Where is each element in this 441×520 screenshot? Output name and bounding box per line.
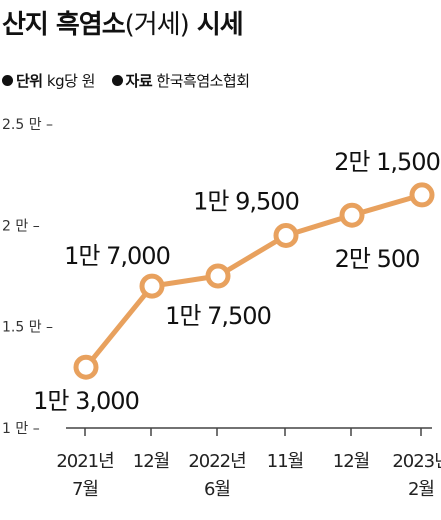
series-line bbox=[83, 192, 425, 370]
bullet-icon bbox=[111, 75, 123, 86]
data-label: 1만 7,500 bbox=[165, 302, 271, 330]
y-tick-label: 2 만 – bbox=[2, 218, 40, 234]
data-point bbox=[205, 263, 231, 289]
chart-meta: 단위 kg당 원 자료 한국흑염소협회 bbox=[2, 70, 250, 91]
data-point bbox=[273, 222, 299, 248]
y-tick-label: 1.5 만 – bbox=[2, 320, 53, 336]
data-point bbox=[339, 202, 365, 228]
data-label: 2만 1,500 bbox=[334, 148, 440, 176]
data-label: 2만 500 bbox=[335, 245, 420, 273]
data-label: 1만 7,000 bbox=[64, 242, 170, 270]
x-tick-label: 2023년 bbox=[392, 451, 441, 472]
x-tick-label: 12월 bbox=[133, 451, 169, 472]
chart-title: 산지 흑염소(거세) 시세 bbox=[2, 4, 244, 41]
y-tick-label: 1 만 – bbox=[2, 421, 40, 437]
source-label: 자료 bbox=[125, 72, 153, 90]
data-label: 1만 9,500 bbox=[193, 187, 299, 215]
x-tick-label: 2월 bbox=[408, 479, 434, 500]
source-value: 한국흑염소협회 bbox=[156, 72, 250, 90]
unit-value: kg당 원 bbox=[46, 72, 96, 90]
x-tick-label: 7월 bbox=[72, 479, 98, 500]
data-label: 1만 3,000 bbox=[33, 387, 139, 415]
data-point bbox=[73, 354, 99, 380]
data-point bbox=[139, 273, 165, 299]
x-tick-label: 2022년 bbox=[188, 451, 245, 472]
x-tick-label: 12월 bbox=[333, 451, 369, 472]
y-tick-label: 2.5 만 – bbox=[2, 117, 53, 133]
bullet-icon bbox=[2, 75, 13, 86]
title-paren: (거세) bbox=[124, 10, 190, 40]
title-main: 산지 흑염소 bbox=[2, 10, 126, 40]
x-tick-label: 11월 bbox=[267, 451, 303, 472]
x-tick-label: 2021년 bbox=[56, 451, 113, 472]
x-tick-label: 6월 bbox=[204, 479, 230, 500]
data-point bbox=[409, 182, 435, 208]
title-suffix: 시세 bbox=[188, 10, 244, 40]
unit-label: 단위 bbox=[16, 72, 43, 90]
